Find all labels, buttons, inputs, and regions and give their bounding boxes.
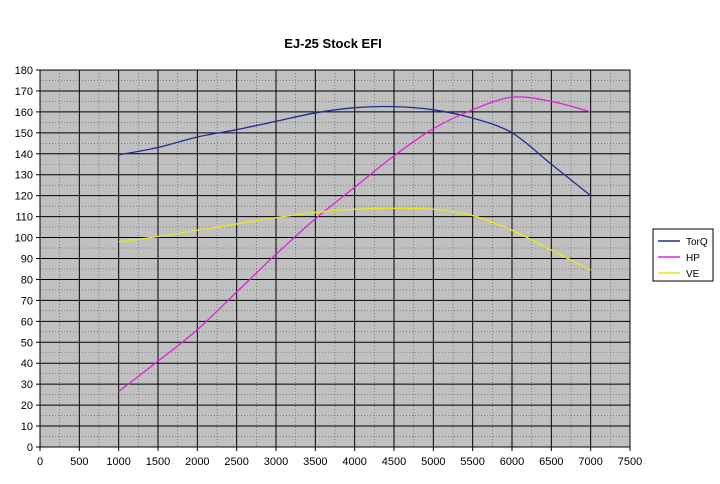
legend: TorQ HP VE (652, 228, 714, 282)
x-tick-label: 6000 (500, 456, 524, 468)
x-tick-label: 1500 (146, 456, 170, 468)
legend-label-ve: VE (686, 269, 700, 280)
x-tick-label: 0 (37, 456, 43, 468)
x-tick-label: 500 (70, 456, 88, 468)
x-tick-label: 7500 (618, 456, 642, 468)
x-tick-label: 5000 (421, 456, 445, 468)
y-tick-label: 130 (15, 170, 33, 182)
y-tick-label: 110 (15, 212, 33, 224)
y-tick-label: 80 (21, 274, 33, 286)
x-tick-label: 6500 (539, 456, 563, 468)
x-tick-label: 7000 (578, 456, 602, 468)
x-tick-label: 3500 (303, 456, 327, 468)
y-tick-label: 140 (15, 149, 33, 161)
series-layer (118, 96, 592, 393)
y-tick-label: 150 (15, 128, 33, 140)
x-tick-label: 5500 (460, 456, 484, 468)
series-line-hp (118, 96, 591, 393)
y-tick-label: 160 (15, 107, 33, 119)
legend-label-torq: TorQ (686, 237, 708, 248)
x-tick-label: 2000 (185, 456, 209, 468)
y-tick-label: 120 (15, 191, 33, 203)
y-tick-label: 40 (21, 358, 33, 370)
x-tick-label: 2500 (224, 456, 248, 468)
legend-label-hp: HP (686, 253, 700, 264)
y-tick-label: 90 (21, 254, 33, 266)
x-tick-label: 4000 (342, 456, 366, 468)
y-tick-label: 0 (27, 442, 33, 454)
y-tick-label: 60 (21, 316, 33, 328)
y-tick-label: 180 (15, 65, 33, 77)
x-tick-label: 3000 (264, 456, 288, 468)
y-tick-label: 50 (21, 337, 33, 349)
y-tick-label: 100 (15, 233, 33, 245)
y-tick-label: 170 (15, 86, 33, 98)
y-tick-label: 30 (21, 379, 33, 391)
y-tick-label: 10 (21, 421, 33, 433)
y-tick-label: 70 (21, 295, 33, 307)
x-tick-label: 4500 (382, 456, 406, 468)
y-tick-label: 20 (21, 400, 33, 412)
x-tick-label: 1000 (106, 456, 130, 468)
series-line-torq (118, 105, 592, 197)
series-line-ve (118, 207, 591, 271)
axes: 0 500 1000 1500 2000 2500 3000 3500 4000 4500 5000… (15, 65, 643, 468)
chart-title: EJ-25 Stock EFI (284, 36, 382, 51)
